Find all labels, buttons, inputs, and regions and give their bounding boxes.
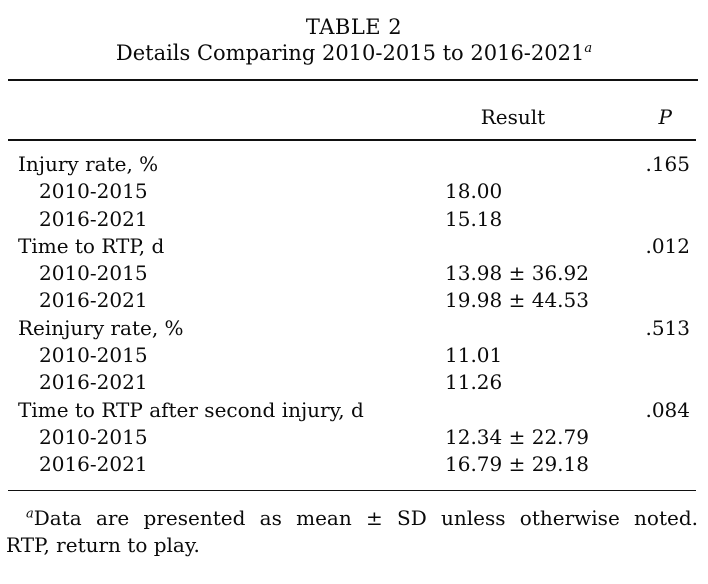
table-row: Injury rate, % .165 xyxy=(8,151,698,178)
header-result: Result xyxy=(480,105,546,130)
table-row: 2010-2015 18.00 xyxy=(8,178,698,205)
table-footnote: aData are presented as mean ± SD unless … xyxy=(6,505,698,559)
row-p xyxy=(581,206,698,233)
table-row: Reinjury rate, % .513 xyxy=(8,315,698,342)
table-rule-under-header xyxy=(8,139,696,141)
row-p xyxy=(581,260,698,287)
row-p xyxy=(581,369,698,396)
table-row: 2016-2021 16.79 ± 29.18 xyxy=(8,451,698,478)
row-p xyxy=(581,451,698,478)
row-result: 19.98 ± 44.53 xyxy=(445,288,589,313)
table-row: Time to RTP after second injury, d .084 xyxy=(8,397,698,424)
row-p xyxy=(581,342,698,369)
row-label: Reinjury rate, % xyxy=(18,315,184,340)
row-label: 2016-2021 xyxy=(39,370,148,395)
table-caption-footnote-marker: a xyxy=(584,41,593,56)
row-result: 15.18 xyxy=(445,206,503,231)
row-result: 11.26 xyxy=(445,370,503,395)
table-title-block: TABLE 2 Details Comparing 2010-2015 to 2… xyxy=(0,0,708,66)
row-label: Time to RTP, d xyxy=(18,233,165,258)
table-rows: Injury rate, % .165 2010-2015 18.00 2016… xyxy=(8,141,698,490)
table-rule-bottom xyxy=(8,489,696,492)
table-header-row: Result P xyxy=(8,81,698,139)
row-label: Injury rate, % xyxy=(18,151,159,176)
table-row: 2016-2021 19.98 ± 44.53 xyxy=(8,287,698,314)
table-row: 2010-2015 12.34 ± 22.79 xyxy=(8,424,698,451)
table-row: 2016-2021 11.26 xyxy=(8,369,698,396)
table-rule-top xyxy=(8,79,698,82)
row-label: Time to RTP after second injury, d xyxy=(18,397,364,422)
row-result xyxy=(445,151,581,178)
row-p: .513 xyxy=(645,315,690,340)
table-row: 2010-2015 13.98 ± 36.92 xyxy=(8,260,698,287)
row-p xyxy=(581,178,698,205)
row-label: 2016-2021 xyxy=(39,452,148,477)
row-result: 13.98 ± 36.92 xyxy=(445,261,589,286)
footnote-line-1: aData are presented as mean ± SD unless … xyxy=(6,505,698,532)
row-label: 2016-2021 xyxy=(39,206,148,231)
row-result: 12.34 ± 22.79 xyxy=(445,424,589,449)
row-result: 16.79 ± 29.18 xyxy=(445,452,589,477)
row-label: 2010-2015 xyxy=(39,179,148,204)
row-label: 2016-2021 xyxy=(39,288,148,313)
row-result: 18.00 xyxy=(445,179,503,204)
row-p: .084 xyxy=(645,397,690,422)
table-row: Time to RTP, d .012 xyxy=(8,233,698,260)
table-caption-text: Details Comparing 2010-2015 to 2016-2021 xyxy=(115,41,585,65)
footnote-line-2: RTP, return to play. xyxy=(6,533,200,558)
row-p: .165 xyxy=(645,151,690,176)
row-p: .012 xyxy=(645,233,690,258)
table-caption: Details Comparing 2010-2015 to 2016-2021… xyxy=(0,40,708,66)
footnote-text-1: Data are presented as mean ± SD unless o… xyxy=(33,506,698,531)
row-label: 2010-2015 xyxy=(39,424,148,449)
row-result xyxy=(445,233,581,260)
table-number: TABLE 2 xyxy=(305,15,403,39)
table-row: 2016-2021 15.18 xyxy=(8,206,698,233)
data-table: Result P Injury rate, % .165 2010-2015 1… xyxy=(8,81,698,492)
row-label: 2010-2015 xyxy=(39,343,148,368)
row-result: 11.01 xyxy=(445,343,503,368)
row-label: 2010-2015 xyxy=(39,261,148,286)
row-p xyxy=(581,424,698,451)
row-result xyxy=(445,397,581,424)
row-p xyxy=(581,287,698,314)
header-p-value: P xyxy=(658,105,672,130)
table-row: 2010-2015 11.01 xyxy=(8,342,698,369)
footnote-marker: a xyxy=(26,506,34,522)
row-result xyxy=(445,315,581,342)
